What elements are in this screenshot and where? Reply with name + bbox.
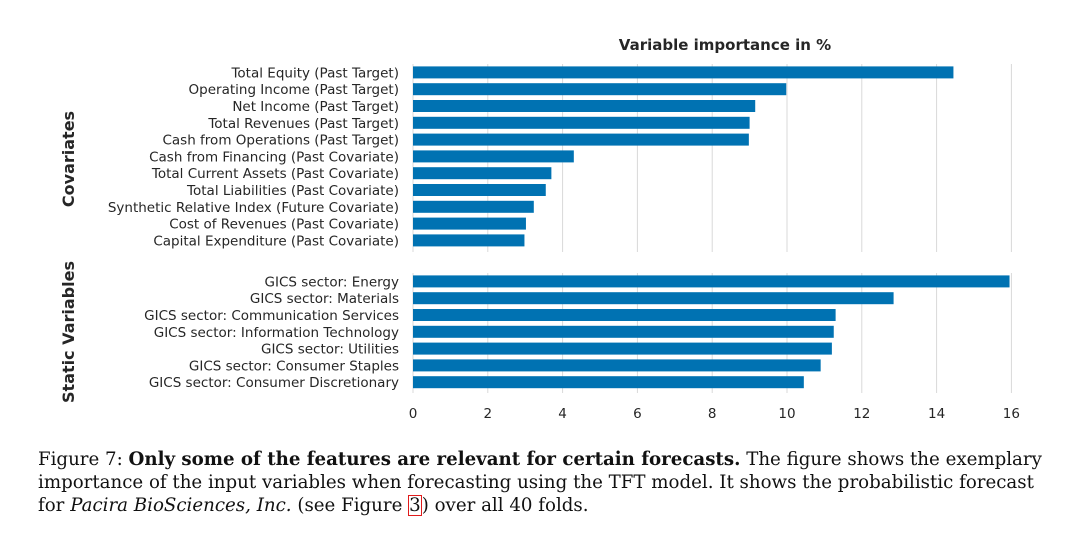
caption-label: Figure 7: — [38, 449, 123, 470]
bar — [413, 342, 832, 355]
category-label: GICS sector: Consumer Discretionary — [149, 375, 399, 391]
category-label: Operating Income (Past Target) — [189, 82, 399, 98]
x-tick-label: 10 — [778, 406, 795, 422]
category-label: Total Liabilities (Past Covariate) — [186, 183, 399, 199]
category-label: Cash from Operations (Past Target) — [162, 133, 399, 149]
bar — [413, 150, 574, 163]
category-label: Synthetic Relative Index (Future Covaria… — [108, 200, 399, 216]
bar — [413, 234, 525, 247]
x-tick-labels: 0 2 4 6 8 10 12 14 16 — [409, 406, 1020, 422]
variable-importance-chart: Total Equity (Past Target)Operating Inco… — [59, 36, 1020, 422]
category-labels: Total Equity (Past Target)Operating Inco… — [108, 65, 399, 391]
category-label: GICS sector: Materials — [250, 291, 399, 307]
bar — [413, 167, 552, 180]
x-tick-label: 4 — [558, 406, 567, 422]
bar — [413, 376, 804, 389]
caption-company-name: Pacira BioSciences, Inc. — [70, 495, 292, 516]
bar — [413, 309, 836, 321]
x-tick-label: 12 — [853, 406, 870, 422]
x-tick-label: 0 — [409, 406, 418, 422]
category-label: Net Income (Past Target) — [232, 99, 399, 115]
bar — [413, 217, 526, 230]
category-label: Capital Expenditure (Past Covariate) — [153, 233, 399, 249]
category-label: Cash from Financing (Past Covariate) — [149, 149, 399, 165]
group-label-covariates: Covariates — [59, 111, 78, 207]
x-tick-label: 2 — [484, 406, 493, 422]
category-label: Cost of Revenues (Past Covariate) — [169, 217, 399, 233]
x-tick-label: 16 — [1003, 406, 1020, 422]
caption-text-2: (see Figure — [297, 495, 403, 516]
bar — [413, 200, 534, 213]
bar — [413, 66, 954, 79]
chart-title: Variable importance in % — [619, 36, 831, 54]
category-label: GICS sector: Utilities — [261, 342, 399, 358]
category-label: Total Equity (Past Target) — [230, 65, 399, 81]
figure-reference-link[interactable]: 3 — [408, 495, 422, 516]
category-label: Total Revenues (Past Target) — [207, 116, 399, 132]
bar — [413, 116, 750, 129]
category-label: GICS sector: Energy — [265, 274, 399, 290]
bar — [413, 359, 821, 372]
group-label-static-variables: Static Variables — [59, 261, 78, 403]
bars — [413, 66, 1010, 389]
bar — [413, 325, 834, 338]
category-label: GICS sector: Information Technology — [154, 325, 399, 341]
category-label: GICS sector: Consumer Staples — [189, 358, 399, 374]
bar — [413, 275, 1010, 288]
category-label: GICS sector: Communication Services — [144, 308, 399, 324]
bar — [413, 292, 894, 305]
bar — [413, 133, 749, 146]
category-label: Total Current Assets (Past Covariate) — [151, 166, 399, 182]
caption-text-1: The figure shows the exemplary importanc… — [38, 449, 1042, 516]
bar — [413, 184, 546, 196]
bar — [413, 83, 787, 96]
x-tick-label: 6 — [633, 406, 642, 422]
caption-text-3: ) over all 40 folds. — [421, 495, 589, 516]
x-tick-label: 14 — [928, 406, 945, 422]
x-tick-label: 8 — [708, 406, 717, 422]
figure-caption: Figure 7: Only some of the features are … — [38, 448, 1048, 517]
caption-bold-heading: Only some of the features are relevant f… — [128, 449, 741, 470]
bar — [413, 100, 756, 112]
